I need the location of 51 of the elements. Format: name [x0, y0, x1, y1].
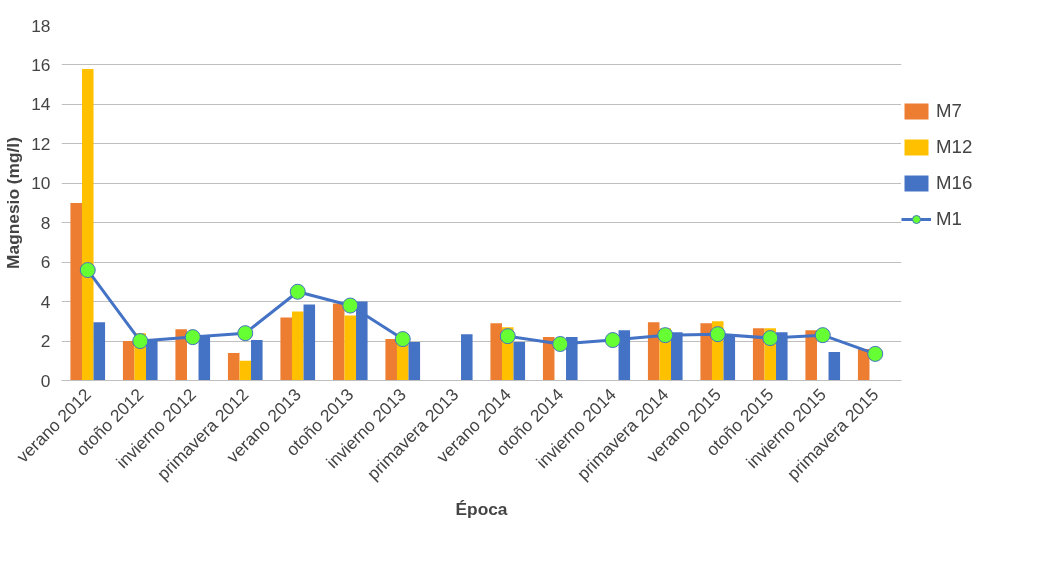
bar [490, 323, 502, 381]
point [657, 327, 674, 344]
bar [700, 323, 712, 381]
point [289, 283, 306, 300]
point [867, 345, 884, 362]
point [552, 336, 569, 352]
bar [122, 341, 135, 381]
y-axis-title: Magnesio (mg/l) [3, 137, 24, 269]
bar [396, 343, 409, 381]
y-tick-label: 0 [40, 370, 51, 391]
bar [291, 311, 304, 381]
y-tick-label: 8 [40, 212, 51, 233]
bar [70, 203, 82, 381]
y-tick-label: 12 [31, 133, 51, 154]
y-tick-label: 14 [31, 94, 51, 115]
bar [280, 317, 292, 381]
bar [828, 351, 841, 381]
bar [461, 334, 473, 381]
point [762, 330, 779, 347]
point [709, 326, 726, 343]
bar [81, 68, 94, 381]
bar [805, 330, 817, 381]
point [184, 329, 201, 346]
legend-label: M7 [936, 100, 962, 122]
point [79, 262, 96, 279]
legend-label: M12 [936, 136, 973, 158]
x-axis-title: Época [455, 498, 508, 519]
bar [239, 360, 252, 381]
bar [332, 303, 345, 381]
legend-label: M16 [936, 172, 973, 194]
point [814, 327, 831, 344]
bar [227, 352, 240, 381]
bar [251, 340, 263, 381]
bar [303, 304, 316, 381]
y-tick-label: 16 [31, 54, 51, 75]
bar [93, 322, 106, 381]
bar [385, 339, 397, 381]
legend-label: M1 [936, 208, 962, 230]
point [342, 297, 359, 314]
point [604, 332, 621, 349]
bar [344, 315, 357, 381]
point [394, 331, 411, 348]
point [237, 325, 254, 342]
point [132, 333, 149, 350]
y-tick-label: 2 [40, 331, 51, 352]
y-tick-label: 10 [31, 173, 51, 194]
bar [175, 329, 187, 381]
y-tick-label: 6 [40, 252, 51, 273]
y-tick-label: 4 [40, 291, 51, 312]
y-tick-label: 18 [31, 15, 51, 36]
point [499, 328, 516, 345]
